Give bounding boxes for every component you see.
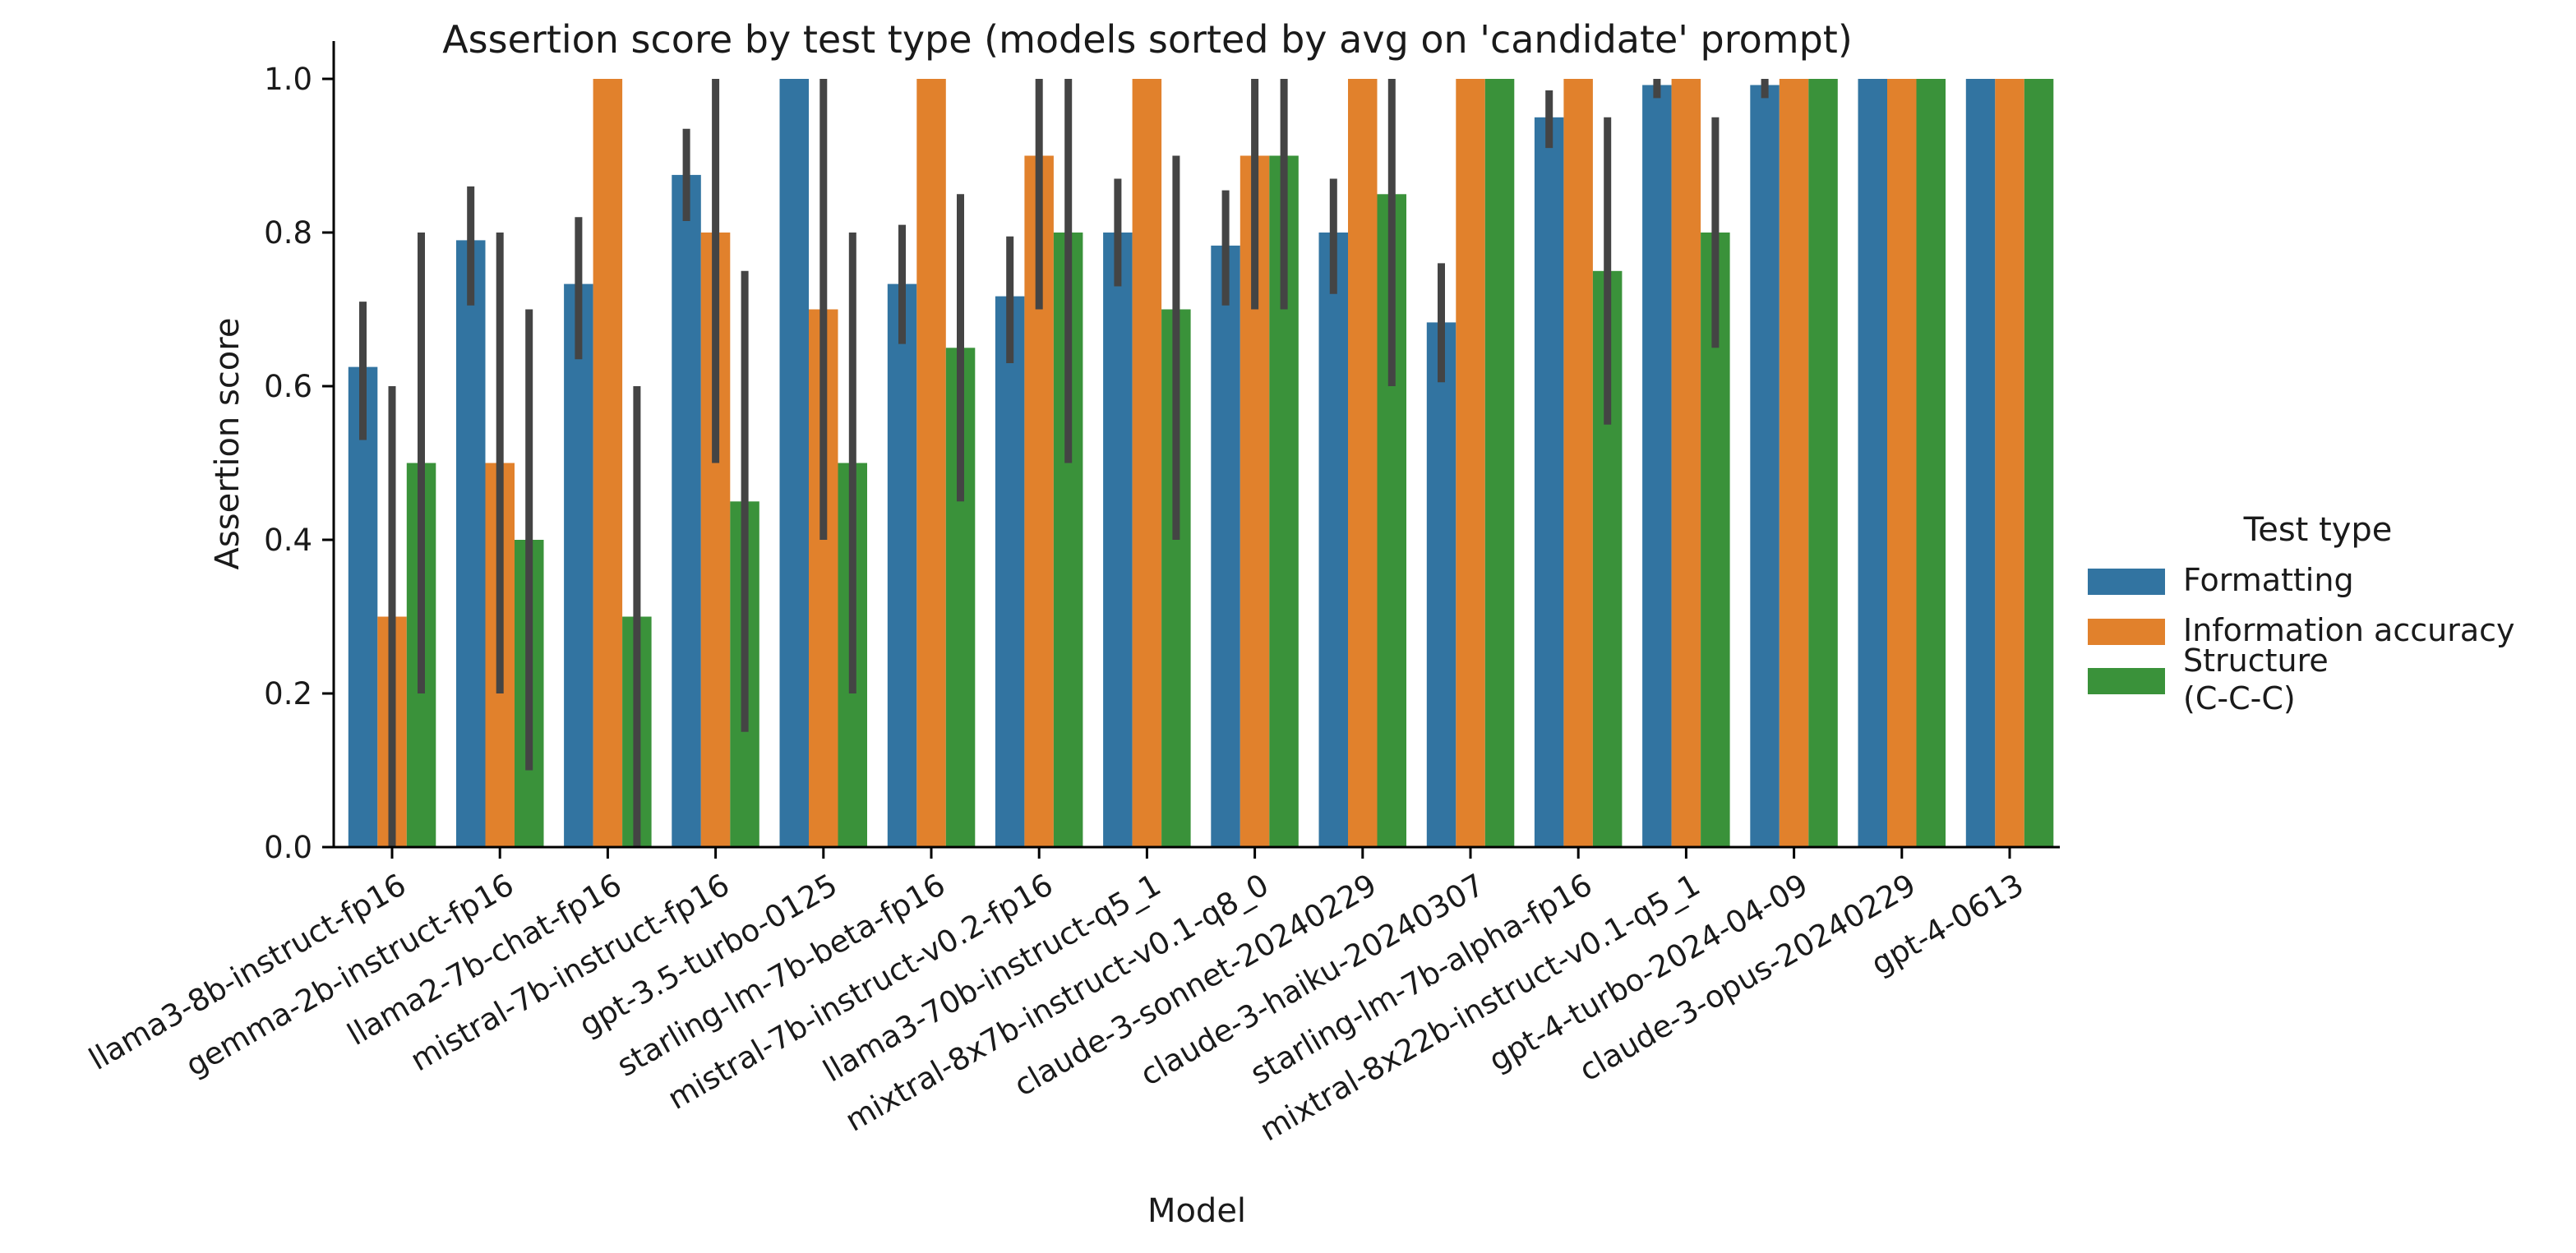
legend-title: Test type — [2243, 511, 2393, 549]
bar-2-14 — [1916, 79, 1946, 847]
bar-1-10 — [1456, 79, 1485, 847]
legend-label-2: Structure (C-C-C) — [2183, 643, 2329, 716]
y-tick-label-5: 1.0 — [264, 62, 312, 97]
bar-0-5 — [887, 283, 917, 848]
y-tick-label-1: 0.2 — [264, 676, 312, 712]
bar-0-0 — [348, 366, 378, 848]
x-axis: llama3-8b-instruct-fp16gemma-2b-instruct… — [83, 847, 2029, 1148]
bar-0-9 — [1318, 233, 1348, 847]
legend-swatch-0 — [2088, 569, 2165, 595]
bar-0-3 — [672, 174, 701, 847]
bar-0-6 — [995, 296, 1025, 848]
bar-0-4 — [779, 79, 809, 847]
bar-1-5 — [916, 79, 946, 847]
bar-0-7 — [1103, 233, 1133, 847]
y-tick-label-2: 0.4 — [264, 523, 312, 558]
y-tick-label-0: 0.0 — [264, 830, 312, 865]
y-axis-label: Assertion score — [209, 318, 247, 570]
plot-area — [348, 79, 2054, 848]
legend: Test type Formatting Information accuracy… — [2088, 511, 2515, 716]
bar-0-8 — [1211, 245, 1240, 847]
bar-0-13 — [1750, 85, 1780, 847]
bar-1-14 — [1887, 79, 1917, 847]
bar-2-10 — [1484, 79, 1515, 847]
bar-1-7 — [1132, 79, 1162, 847]
bar-0-1 — [456, 240, 486, 847]
bar-2-15 — [2024, 79, 2054, 847]
legend-label-0: Formatting — [2183, 562, 2354, 598]
bar-0-15 — [1965, 79, 1996, 847]
legend-swatch-2 — [2088, 668, 2165, 694]
bar-1-13 — [1779, 79, 1809, 847]
legend-label-1: Information accuracy — [2183, 612, 2515, 648]
bar-1-12 — [1671, 79, 1701, 847]
bar-0-14 — [1858, 79, 1887, 847]
bar-1-9 — [1348, 79, 1378, 847]
y-tick-label-3: 0.6 — [264, 369, 312, 404]
bar-1-15 — [1995, 79, 2024, 847]
y-axis: 0.0 0.2 0.4 0.6 0.8 1.0 — [264, 62, 334, 865]
bar-0-10 — [1426, 322, 1457, 847]
bar-0-2 — [564, 283, 593, 848]
x-axis-label: Model — [1147, 1192, 1246, 1230]
error-bars — [359, 79, 1769, 847]
bar-0-11 — [1534, 117, 1564, 848]
legend-swatch-1 — [2088, 619, 2165, 645]
bar-1-2 — [593, 79, 623, 847]
bar-1-11 — [1563, 79, 1593, 847]
chart-title: Assertion score by test type (models sor… — [442, 17, 1853, 62]
y-tick-label-4: 0.8 — [264, 215, 312, 251]
bar-2-13 — [1808, 79, 1838, 847]
bar-0-12 — [1642, 85, 1672, 847]
